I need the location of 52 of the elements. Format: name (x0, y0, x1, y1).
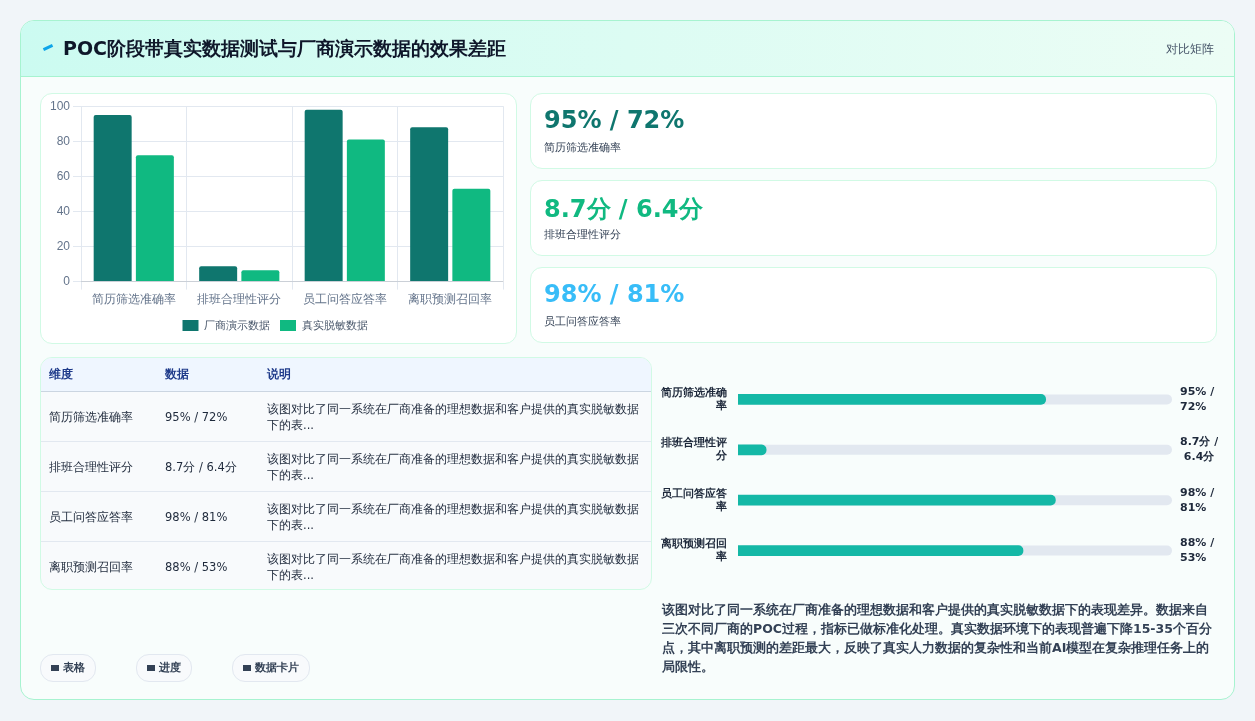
text: 排班合理性评分 (544, 227, 621, 242)
y-tick-label: 60 (56, 168, 71, 183)
text: 该图对比了同一系统在厂商准备的理想数据和客户提供的真实脱敏数据下的表... (259, 441, 651, 492)
y-tick-label: 100 (49, 98, 71, 113)
text: 98% / 81% (544, 280, 685, 308)
x-tick-label: 离职预测召回率 (408, 292, 493, 307)
text: POC阶段带真实数据测试与厂商演示数据的效果差距 (63, 36, 507, 61)
data-label: 95% / 72% (1180, 384, 1219, 413)
x-tick-label: 排班合理性评分 (197, 292, 282, 307)
text: 88% / 53% (157, 541, 259, 592)
x-tick-label: 员工问答应答率 (302, 292, 387, 307)
data-label: 88% / 53% (1180, 535, 1219, 564)
y-tick-label: 员工问答应答率 (661, 486, 728, 512)
category-label: 数据 (157, 358, 259, 392)
y-tick-label: 简历筛选准确率 (660, 385, 727, 412)
text: 该图对比了同一系统在厂商准备的理想数据和客户提供的真实脱敏数据下的表... (259, 491, 651, 542)
y-tick-label: 排班合理性评分 (660, 436, 728, 462)
text: 简历筛选准确率 (544, 140, 621, 155)
text: 表格 (63, 661, 85, 674)
text: 该图对比了同一系统在厂商准备的理想数据和客户提供的真实脱敏数据下的表... (259, 541, 651, 592)
bar (410, 127, 449, 282)
bar (199, 266, 238, 282)
y-tick-label: 0 (63, 273, 71, 288)
data-label: 98% / 81% (1180, 485, 1219, 514)
text: 95% / 72% (157, 391, 259, 442)
text: 数据卡片 (255, 661, 299, 674)
bar (738, 444, 767, 456)
text: 95% / 72% (544, 106, 685, 134)
text: 对比矩阵 (1166, 41, 1214, 58)
y-tick-label: 离职预测召回率 (660, 537, 727, 563)
bar (135, 155, 174, 282)
category-label: 说明 (259, 358, 651, 392)
legend-label: 厂商演示数据 (204, 318, 270, 331)
category-label: 维度 (41, 358, 157, 392)
legend-label: 真实脱敏数据 (301, 318, 368, 331)
text: 8.7分 / 6.4分 (157, 441, 259, 492)
y-tick-label: 40 (56, 203, 71, 218)
x-tick-label: 简历筛选准确率 (91, 292, 176, 307)
text: 进度 (159, 661, 181, 674)
bar (304, 109, 343, 282)
data-label: 8.7分 / 6.4分 (1180, 435, 1220, 464)
bar (241, 270, 280, 282)
y-tick-label: 20 (56, 238, 71, 253)
text: 该图对比了同一系统在厂商准备的理想数据和客户提供的真实脱敏数据下的表现差异。数据来自三次不同厂商的POC过程，指标已做标准化处理。真实数据环境下的表现普遍下降15-35个百分点，其中离职预测的差距最大，反映了真实人力数据的复杂性和当前AI模型在复杂推理任务上的局限性。 (662, 601, 1213, 676)
bar (346, 139, 385, 282)
bar (93, 114, 132, 282)
y-tick-label: 80 (56, 133, 71, 148)
text: 8.7分 / 6.4分 (544, 194, 703, 225)
text: 该图对比了同一系统在厂商准备的理想数据和客户提供的真实脱敏数据下的表... (259, 391, 651, 442)
bar (452, 188, 491, 282)
text: 员工问答应答率 (544, 314, 621, 329)
text: 98% / 81% (157, 491, 259, 542)
